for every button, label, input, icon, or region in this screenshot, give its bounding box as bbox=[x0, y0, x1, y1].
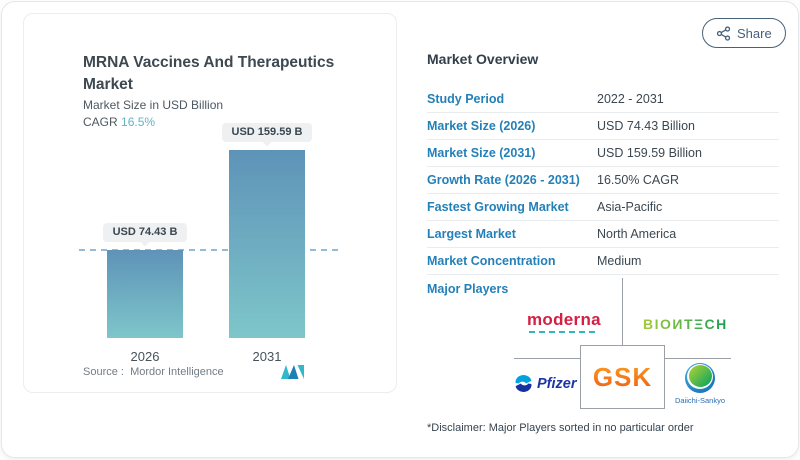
row-label: Study Period bbox=[427, 92, 505, 106]
daiichi-sankyo-globe-icon bbox=[685, 363, 715, 393]
daiichi-sankyo-logo: Daiichi-Sankyo bbox=[667, 363, 733, 405]
row-label: Major Players bbox=[427, 281, 509, 296]
share-button[interactable]: Share bbox=[702, 18, 786, 48]
moderna-logo: moderna bbox=[527, 311, 601, 333]
cagr-label: CAGR bbox=[83, 115, 118, 129]
table-row-growth-rate: Growth Rate (2026 - 2031) 16.50% CAGR bbox=[427, 167, 779, 194]
row-value: North America bbox=[597, 227, 677, 241]
cagr-value: 16.5% bbox=[121, 115, 156, 129]
bar-chart: USD 74.43 B USD 159.59 B 2026 2031 bbox=[24, 14, 398, 394]
row-value: USD 74.43 Billion bbox=[597, 119, 695, 133]
row-value: Asia-Pacific bbox=[597, 200, 663, 214]
chart-cagr: CAGR 16.5% bbox=[83, 115, 155, 129]
x-axis-label-2031: 2031 bbox=[252, 349, 282, 364]
table-row-study-period: Study Period 2022 - 2031 bbox=[427, 86, 779, 113]
overview-title: Market Overview bbox=[427, 51, 539, 67]
row-label: Market Size (2031) bbox=[427, 146, 536, 160]
table-row-major-players: Major Players bbox=[427, 275, 779, 302]
disclaimer-text: *Disclaimer: Major Players sorted in no … bbox=[427, 422, 694, 434]
row-value: USD 159.59 Billion bbox=[597, 146, 702, 160]
row-label: Fastest Growing Market bbox=[427, 200, 569, 214]
daiichi-sankyo-wordmark: Daiichi-Sankyo bbox=[674, 396, 726, 405]
bar-2026 bbox=[107, 250, 183, 338]
row-label: Market Concentration bbox=[427, 254, 556, 268]
pfizer-helix-icon bbox=[515, 375, 532, 392]
bar-2031 bbox=[229, 150, 305, 338]
pfizer-logo: Pfizer bbox=[513, 373, 577, 394]
row-label: Largest Market bbox=[427, 227, 516, 241]
table-row-fastest-growing-market: Fastest Growing Market Asia-Pacific bbox=[427, 194, 779, 221]
mordor-intelligence-logo-icon bbox=[281, 365, 304, 379]
major-players-diagram: moderna BIOИTΞCH GSK Pfizer Daiichi-Sank… bbox=[427, 277, 779, 415]
chart-subtitle: Market Size in USD Billion bbox=[83, 98, 224, 112]
bar-value-chip-2031: USD 159.59 B bbox=[221, 123, 313, 142]
overview-table: Study Period 2022 - 2031 Market Size (20… bbox=[427, 86, 779, 302]
table-row-largest-market: Largest Market North America bbox=[427, 221, 779, 248]
share-button-label: Share bbox=[737, 25, 772, 41]
share-icon bbox=[716, 25, 731, 41]
bar-value-chip-2026: USD 74.43 B bbox=[102, 223, 188, 242]
row-value: 2022 - 2031 bbox=[597, 92, 664, 106]
market-size-chart-card: MRNA Vaccines And Therapeutics Market Ma… bbox=[23, 13, 397, 393]
chart-source: Source : Mordor Intelligence bbox=[83, 366, 224, 378]
row-label: Market Size (2026) bbox=[427, 119, 536, 133]
table-row-market-concentration: Market Concentration Medium bbox=[427, 248, 779, 275]
moderna-dashes-icon bbox=[529, 331, 595, 333]
bar-value-label: USD 74.43 B bbox=[102, 223, 188, 242]
x-axis-label-2026: 2026 bbox=[130, 349, 160, 364]
bar-value-label: USD 159.59 B bbox=[221, 123, 313, 142]
biontech-logo: BIOИTΞCH bbox=[643, 316, 728, 332]
chart-title: MRNA Vaccines And Therapeutics Market bbox=[83, 54, 335, 94]
baseline-dashed-line bbox=[79, 249, 339, 251]
table-row-market-size-2031: Market Size (2031) USD 159.59 Billion bbox=[427, 140, 779, 167]
pfizer-wordmark: Pfizer bbox=[537, 375, 577, 392]
source-value: Mordor Intelligence bbox=[130, 366, 224, 378]
row-value: 16.50% CAGR bbox=[597, 173, 679, 187]
tree-vertical-line bbox=[622, 278, 623, 346]
gsk-wordmark: GSK bbox=[592, 361, 653, 392]
source-label: Source : bbox=[83, 366, 124, 378]
row-value: Medium bbox=[597, 254, 642, 268]
gsk-logo: GSK bbox=[580, 345, 665, 409]
table-row-market-size-2026: Market Size (2026) USD 74.43 Billion bbox=[427, 113, 779, 140]
row-label: Growth Rate (2026 - 2031) bbox=[427, 173, 580, 187]
moderna-wordmark: moderna bbox=[527, 310, 601, 329]
